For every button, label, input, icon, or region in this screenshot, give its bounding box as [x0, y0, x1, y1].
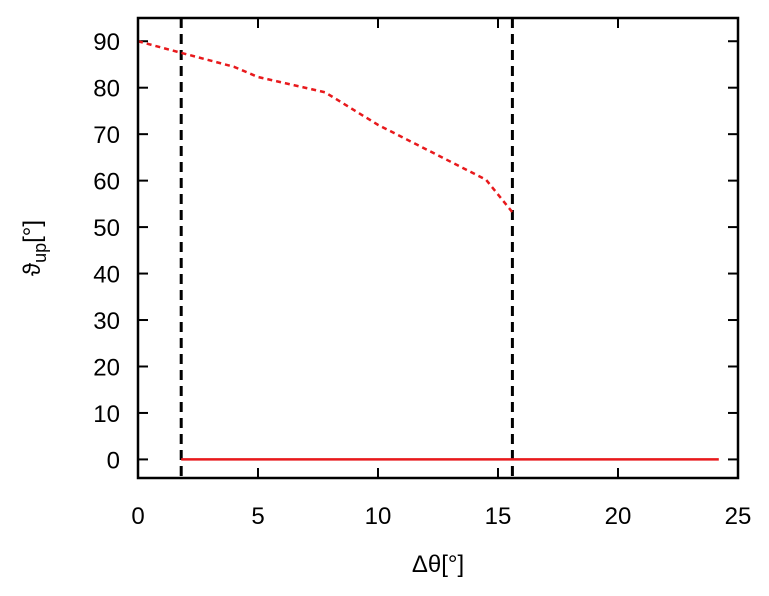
x-tick-label: 5: [251, 503, 264, 530]
y-tick-label: 40: [93, 262, 120, 289]
x-tick-label: 15: [485, 503, 512, 530]
x-tick-label: 20: [605, 503, 632, 530]
x-tick-label: 10: [365, 503, 392, 530]
y-tick-label: 50: [93, 215, 120, 242]
y-label-subscript: up: [30, 243, 50, 263]
y-label-symbol: ϑ: [19, 263, 46, 276]
y-tick-label: 20: [93, 354, 120, 381]
x-tick-label: 0: [131, 503, 144, 530]
y-tick-label: 30: [93, 308, 120, 335]
y-axis-label: ϑup[°]: [19, 220, 50, 276]
y-tick-label: 90: [93, 29, 120, 56]
data-line: [137, 40, 514, 214]
x-axis-label: Δθ[°]: [412, 551, 464, 578]
y-tick-label: 10: [93, 401, 120, 428]
x-tick-label: 25: [725, 503, 752, 530]
y-tick-label: 70: [93, 122, 120, 149]
y-tick-label: 0: [107, 447, 120, 474]
y-tick-label: 60: [93, 169, 120, 196]
y-label-unit: [°]: [19, 220, 46, 243]
plot-frame: [136, 16, 740, 480]
y-tick-label: 80: [93, 76, 120, 103]
